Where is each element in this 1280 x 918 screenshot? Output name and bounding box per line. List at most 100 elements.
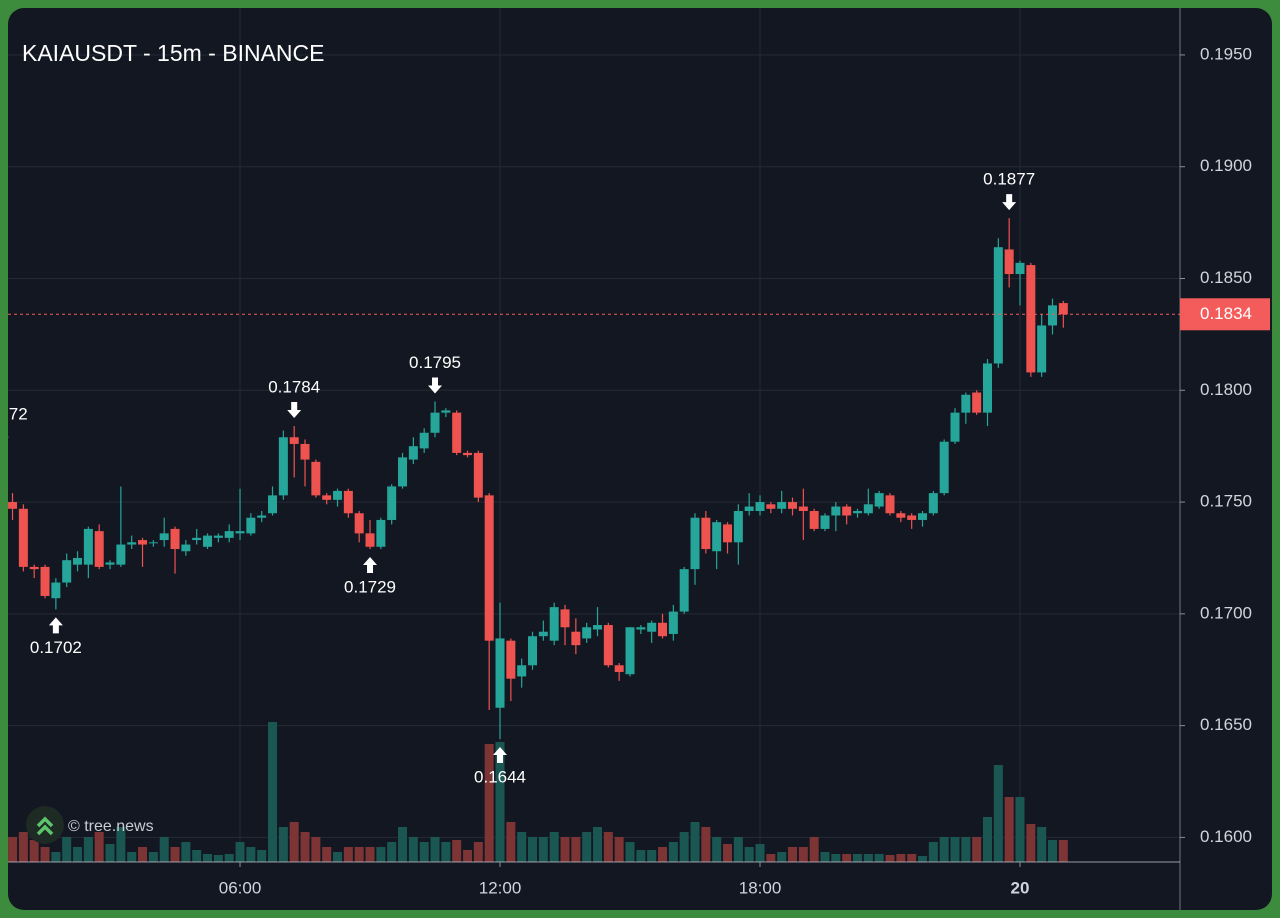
candle-body — [18, 508, 28, 567]
volume-bar — [94, 832, 104, 862]
volume-bar — [83, 837, 93, 862]
volume-bar — [701, 827, 711, 862]
volume-bar — [863, 854, 873, 862]
watermark-logo — [26, 806, 64, 844]
volume-bar — [203, 854, 213, 862]
candle-body — [549, 607, 559, 641]
candle-body — [506, 640, 516, 679]
candle-body — [83, 528, 93, 565]
y-tick-label: 0.1850 — [1200, 268, 1252, 287]
candle-body — [73, 557, 83, 565]
candle-body — [94, 531, 104, 567]
volume-bar — [690, 822, 700, 862]
volume-bar — [473, 842, 483, 862]
volume-bar — [744, 847, 754, 862]
volume-bar — [820, 852, 830, 862]
volume-bar — [658, 847, 668, 862]
volume-bar — [603, 832, 613, 862]
candle-body — [972, 392, 982, 413]
candle-body — [1004, 249, 1014, 275]
candle-body — [831, 506, 841, 516]
candle-body — [495, 638, 505, 708]
y-tick-label: 0.1650 — [1200, 715, 1252, 734]
candle-body — [246, 517, 256, 534]
volume-bar — [192, 850, 202, 862]
candle-body — [744, 506, 754, 512]
volume-bar — [8, 837, 18, 862]
candle-body — [8, 502, 18, 509]
volume-bar — [29, 840, 39, 862]
candle-body — [853, 511, 863, 514]
candle-body — [625, 627, 635, 675]
candle-body — [343, 490, 353, 514]
candle-body — [159, 533, 169, 541]
volume-bar — [885, 855, 895, 862]
volume-bar — [127, 852, 137, 862]
annotation-label: 0.1877 — [983, 170, 1035, 189]
candle-body — [766, 504, 776, 509]
volume-layer — [8, 722, 1068, 862]
volume-bar — [755, 844, 765, 862]
volume-bar — [224, 854, 234, 862]
volume-bar — [138, 847, 148, 862]
volume-bar — [235, 842, 245, 862]
candle-body — [311, 461, 321, 496]
volume-bar — [289, 822, 299, 862]
y-tick-label: 0.1600 — [1200, 827, 1252, 846]
volume-bar — [322, 847, 332, 862]
candle-body — [658, 622, 668, 637]
volume-bar — [398, 827, 408, 862]
volume-bar — [463, 850, 473, 862]
volume-bar — [387, 842, 397, 862]
y-tick-label: 0.1750 — [1200, 492, 1252, 511]
candle-body — [1026, 265, 1036, 373]
candle-body — [614, 665, 624, 672]
candle-body — [29, 566, 39, 570]
candle-body — [203, 535, 213, 547]
volume-bar — [365, 847, 375, 862]
candle-body — [842, 506, 852, 516]
volume-bar — [18, 832, 28, 862]
volume-bar — [148, 852, 158, 862]
volume-bar — [73, 847, 83, 862]
volume-bar — [333, 852, 343, 862]
annotation-label: 0.1702 — [30, 638, 82, 657]
candle-body — [755, 502, 765, 512]
candle-body — [398, 457, 408, 487]
volume-bar — [625, 842, 635, 862]
candle-body — [257, 515, 267, 518]
candle-body — [690, 517, 700, 570]
candle-body — [354, 513, 364, 534]
volume-bar — [311, 837, 321, 862]
volume-bar — [538, 837, 548, 862]
volume-bar — [636, 850, 646, 862]
volume-bar — [918, 856, 928, 862]
volume-bar — [484, 744, 494, 862]
candle-body — [1058, 303, 1068, 315]
volume-bar — [723, 844, 733, 862]
volume-bar — [1058, 840, 1068, 862]
candle-body — [127, 542, 137, 545]
volume-bar — [517, 832, 527, 862]
x-tick-label: 18:00 — [739, 878, 782, 897]
x-tick-label: 06:00 — [219, 878, 262, 897]
candle-body — [777, 502, 787, 509]
volume-bar — [983, 817, 993, 862]
volume-bar — [495, 742, 505, 862]
candle-body — [170, 528, 180, 550]
candle-body — [712, 522, 722, 552]
volume-bar — [614, 837, 624, 862]
candle-body — [268, 495, 278, 514]
volume-bar — [842, 854, 852, 862]
candle-body — [1048, 305, 1058, 326]
volume-bar — [593, 827, 603, 862]
volume-bar — [268, 722, 278, 862]
candle-body — [1015, 262, 1025, 275]
volume-bar — [343, 847, 353, 862]
candle-body — [983, 363, 993, 413]
volume-bar — [1004, 797, 1014, 862]
candle-body — [138, 540, 148, 545]
volume-bar — [1026, 824, 1036, 862]
candle-body — [928, 493, 938, 514]
candle-body — [538, 631, 548, 637]
